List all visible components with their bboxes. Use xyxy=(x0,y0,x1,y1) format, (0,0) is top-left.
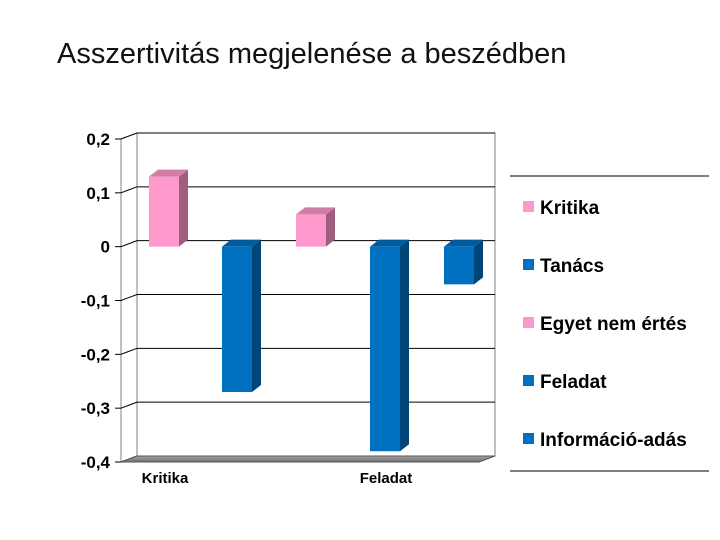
bar-top xyxy=(222,239,261,247)
gridline xyxy=(120,132,495,140)
legend-label: Tanács xyxy=(540,256,604,277)
legend-item: Tanács xyxy=(523,256,604,277)
legend-label: Kritika xyxy=(540,198,600,219)
y-tick-label: -0,1 xyxy=(81,292,110,311)
bar-top xyxy=(444,239,483,247)
y-tick-label: 0,1 xyxy=(86,184,110,203)
bar-tan-cs xyxy=(222,239,261,393)
bar-front xyxy=(149,176,179,247)
bar-side xyxy=(252,239,261,393)
legend-swatch xyxy=(523,259,534,270)
x-category-label: Feladat xyxy=(360,470,413,487)
legend-swatch xyxy=(523,317,534,328)
chart-title: Asszertivitás megjelenése a beszédben xyxy=(57,38,567,70)
y-tick-label: -0,3 xyxy=(81,399,110,418)
legend-swatch xyxy=(523,375,534,386)
bar-feladat xyxy=(370,239,409,452)
bar-side xyxy=(400,239,409,452)
bar-top xyxy=(149,169,188,177)
bar-side xyxy=(179,169,188,247)
bar-front xyxy=(296,214,326,247)
legend-item: Egyet nem értés xyxy=(523,314,687,335)
bar-front xyxy=(222,246,252,393)
y-tick-label: -0,4 xyxy=(81,453,111,472)
bar-kritika xyxy=(149,169,188,247)
legend-label: Feladat xyxy=(540,372,607,393)
bar-inform-ci-ad-s xyxy=(444,239,483,285)
legend-label: Egyet nem értés xyxy=(540,314,687,335)
bar-front xyxy=(370,246,400,452)
bar-front xyxy=(444,246,474,285)
bar-side xyxy=(474,239,483,285)
legend-item: Információ-adás xyxy=(523,430,687,451)
gridline xyxy=(120,186,495,194)
legend-swatch xyxy=(523,201,534,212)
bar-egyet-nem-rt-s xyxy=(296,207,335,247)
bar-top xyxy=(296,207,335,215)
bar-top xyxy=(370,239,409,247)
y-tick-label: 0 xyxy=(101,238,110,257)
legend-item: Kritika xyxy=(523,198,600,219)
x-category-label: Kritika xyxy=(142,470,189,487)
legend-label: Információ-adás xyxy=(540,430,687,451)
legend-item: Feladat xyxy=(523,372,607,393)
y-tick-label: -0,2 xyxy=(81,345,110,364)
gridline xyxy=(120,240,495,248)
y-tick-label: 0,2 xyxy=(86,130,110,149)
legend-swatch xyxy=(523,433,534,444)
plot-floor xyxy=(120,455,496,463)
bar-side xyxy=(326,207,335,247)
